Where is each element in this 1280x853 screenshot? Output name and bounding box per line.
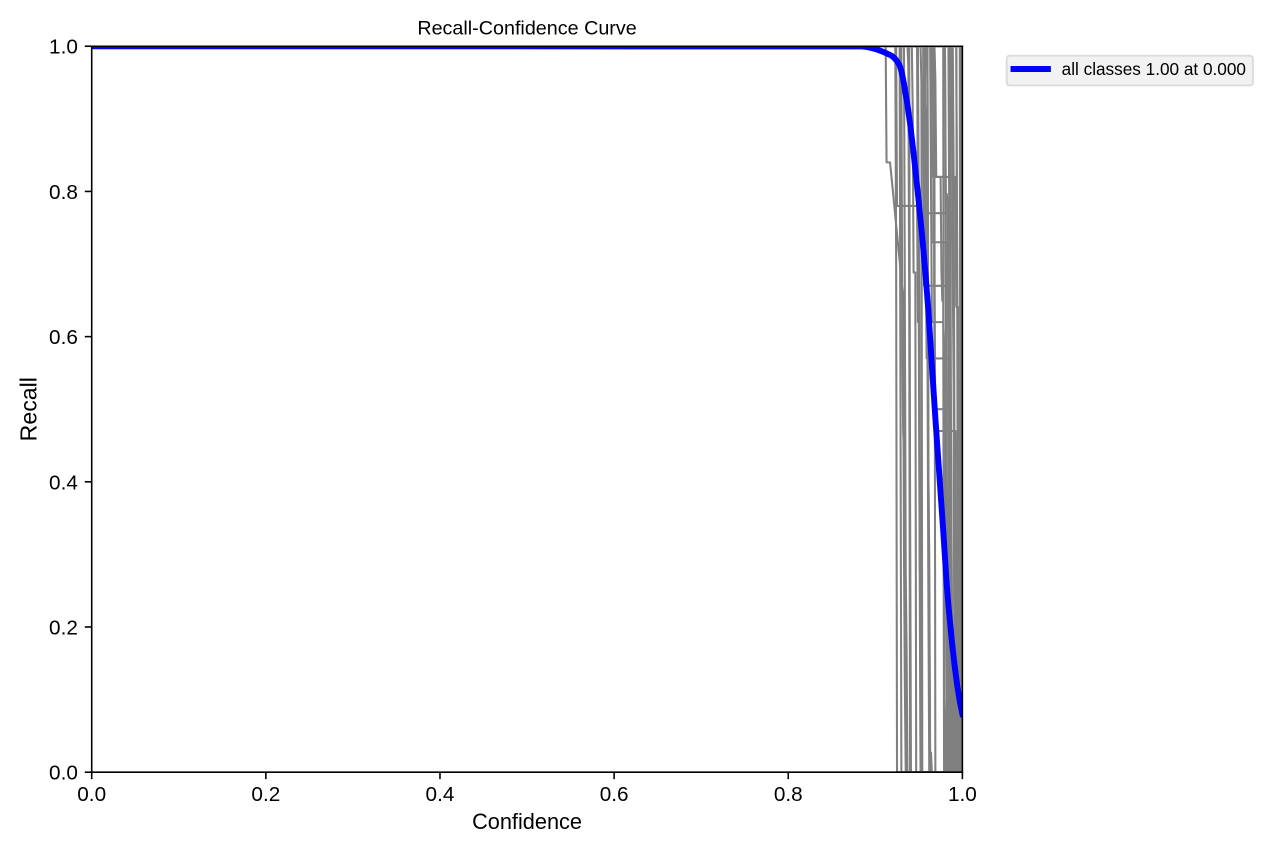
svg-text:0.2: 0.2 (49, 617, 78, 640)
svg-text:0.8: 0.8 (774, 783, 803, 806)
svg-text:1.0: 1.0 (948, 783, 977, 806)
svg-text:all classes 1.00 at 0.000: all classes 1.00 at 0.000 (1062, 59, 1246, 79)
svg-text:0.8: 0.8 (49, 181, 78, 204)
svg-text:Recall-Confidence Curve: Recall-Confidence Curve (417, 17, 636, 39)
svg-text:0.6: 0.6 (600, 783, 629, 806)
svg-text:Recall: Recall (15, 377, 41, 441)
svg-text:0.4: 0.4 (49, 471, 78, 494)
svg-text:0.0: 0.0 (77, 783, 106, 806)
svg-text:0.2: 0.2 (251, 783, 280, 806)
svg-text:0.0: 0.0 (49, 762, 78, 785)
svg-text:0.6: 0.6 (49, 326, 78, 349)
svg-text:1.0: 1.0 (49, 36, 78, 59)
svg-text:0.4: 0.4 (426, 783, 455, 806)
svg-text:Confidence: Confidence (472, 809, 582, 834)
